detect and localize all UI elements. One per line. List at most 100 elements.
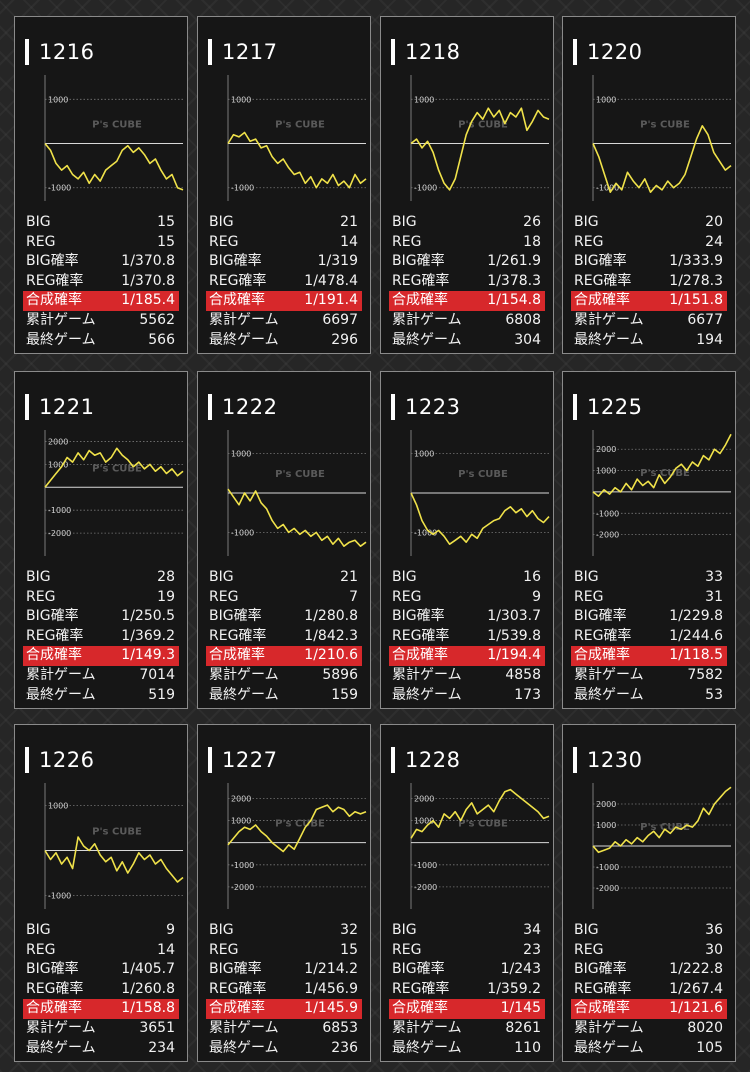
tick-label: 2000: [596, 800, 616, 809]
stat-label: REG: [26, 233, 56, 250]
stat-value: 1/539.8: [487, 627, 541, 644]
stat-row-big: BIG 16: [389, 568, 545, 588]
stat-row-reg-rate: REG確率 1/370.8: [23, 272, 179, 292]
tick-label: -2000: [596, 531, 619, 540]
stat-row-reg: REG 9: [389, 588, 545, 608]
stat-label: REG確率: [392, 980, 450, 997]
stat-label: BIG確率: [26, 961, 79, 978]
slump-graph: 2000 1000 -1000 -2000 P's CUBE: [410, 783, 550, 909]
stat-label: BIG: [209, 569, 234, 585]
machine-card-1222[interactable]: 1222 1000 -1000 P's CUBE BIG 21 REG 7 BIG確率 1/280…: [197, 371, 371, 709]
slump-graph: 1000 -1000 P's CUBE: [410, 75, 550, 201]
machine-card-1223[interactable]: 1223 1000 -1000 P's CUBE BIG 16 REG 9 BIG確率 1/303…: [380, 371, 554, 709]
stat-row-combined-rate: 合成確率 1/191.4: [206, 291, 362, 311]
stat-row-reg-rate: REG確率 1/278.3: [571, 272, 727, 292]
card-header: 1230: [573, 745, 642, 775]
stat-row-big-rate: BIG確率 1/243: [389, 960, 545, 980]
stat-value: 1/478.4: [304, 272, 358, 289]
stat-value: 1/319: [317, 253, 358, 270]
machine-number: 1222: [222, 395, 278, 419]
stat-value: 5562: [139, 311, 175, 328]
stat-row-big: BIG 21: [206, 568, 362, 588]
stat-value: 15: [157, 214, 175, 230]
stat-row-last-games: 最終ゲーム 304: [389, 331, 545, 351]
stat-label: BIG確率: [392, 608, 445, 625]
stat-label: BIG: [26, 922, 51, 938]
tick-label: 1000: [231, 95, 251, 104]
stat-row-big-rate: BIG確率 1/319: [206, 252, 362, 272]
stat-row-reg-rate: REG確率 1/842.3: [206, 627, 362, 647]
stat-row-last-games: 最終ゲーム 566: [23, 331, 179, 351]
stat-label: REG: [574, 588, 604, 605]
tick-label: -1000: [231, 861, 254, 870]
stat-row-reg: REG 14: [23, 941, 179, 961]
stat-row-last-games: 最終ゲーム 236: [206, 1039, 362, 1059]
slump-graph: 1000 -1000 P's CUBE: [592, 75, 732, 201]
slump-graph: 1000 -1000 P's CUBE: [44, 783, 184, 909]
stat-row-total-games: 累計ゲーム 4858: [389, 666, 545, 686]
slump-graph: 1000 -1000 P's CUBE: [44, 75, 184, 201]
stat-row-total-games: 累計ゲーム 6677: [571, 311, 727, 331]
machine-card-1217[interactable]: 1217 1000 -1000 P's CUBE BIG 21 REG 14 BIG確率 1/31…: [197, 16, 371, 354]
machine-card-1218[interactable]: 1218 1000 -1000 P's CUBE BIG 26 REG 18 BIG確率 1/26…: [380, 16, 554, 354]
stat-label: 最終ゲーム: [209, 686, 279, 703]
machine-card-1220[interactable]: 1220 1000 -1000 P's CUBE BIG 20 REG 24 BIG確率 1/33…: [562, 16, 736, 354]
stat-label: REG: [26, 588, 56, 605]
stat-row-reg: REG 23: [389, 941, 545, 961]
title-marker: [391, 39, 395, 65]
stat-row-total-games: 累計ゲーム 3651: [23, 1019, 179, 1039]
stat-value: 304: [514, 331, 541, 348]
stat-value: 1/154.8: [487, 292, 541, 309]
card-header: 1220: [573, 37, 642, 67]
title-marker: [25, 39, 29, 65]
stat-row-reg: REG 15: [206, 941, 362, 961]
machine-number: 1223: [405, 395, 461, 419]
stat-value: 28: [157, 569, 175, 585]
stat-value: 194: [696, 331, 723, 348]
machine-card-1227[interactable]: 1227 2000 1000 -1000 -2000 P's CUBE BIG 32 REG 15…: [197, 724, 371, 1062]
stat-label: BIG: [26, 569, 51, 585]
stat-row-last-games: 最終ゲーム 53: [571, 686, 727, 706]
stat-row-total-games: 累計ゲーム 6697: [206, 311, 362, 331]
stat-label: REG: [209, 233, 239, 250]
stat-value: 1/149.3: [121, 647, 175, 664]
machine-card-1230[interactable]: 1230 2000 1000 -1000 -2000 P's CUBE BIG 36 REG 30…: [562, 724, 736, 1062]
stat-label: 累計ゲーム: [574, 666, 644, 683]
machine-card-1226[interactable]: 1226 1000 -1000 P's CUBE BIG 9 REG 14 BIG確率 1/405…: [14, 724, 188, 1062]
watermark-logo: P's CUBE: [275, 469, 325, 480]
stat-label: REG: [574, 941, 604, 958]
stat-row-reg: REG 31: [571, 588, 727, 608]
machine-card-1228[interactable]: 1228 2000 1000 -1000 -2000 P's CUBE BIG 34 REG 23…: [380, 724, 554, 1062]
tick-label: 1000: [48, 802, 68, 811]
stat-label: REG確率: [392, 627, 450, 644]
stat-row-reg: REG 24: [571, 233, 727, 253]
stat-row-big: BIG 26: [389, 213, 545, 233]
stat-value: 5896: [322, 666, 358, 683]
stat-label: REG確率: [209, 980, 267, 997]
stats-table: BIG 32 REG 15 BIG確率 1/214.2 REG確率 1/456.9 合成確率 1/…: [206, 921, 362, 1058]
stat-row-reg: REG 30: [571, 941, 727, 961]
stat-row-big: BIG 15: [23, 213, 179, 233]
stat-value: 32: [340, 922, 358, 938]
machine-card-1221[interactable]: 1221 2000 1000 -1000 -2000 P's CUBE BIG 28 REG 19…: [14, 371, 188, 709]
machine-card-1216[interactable]: 1216 1000 -1000 P's CUBE BIG 15 REG 15 BIG確率 1/37…: [14, 16, 188, 354]
stat-value: 566: [148, 331, 175, 348]
card-header: 1218: [391, 37, 460, 67]
slump-line: [592, 124, 732, 193]
stat-row-big-rate: BIG確率 1/261.9: [389, 252, 545, 272]
stat-label: BIG確率: [392, 961, 445, 978]
stat-value: 1/333.9: [669, 253, 723, 270]
stats-table: BIG 21 REG 7 BIG確率 1/280.8 REG確率 1/842.3 合成確率 1/2…: [206, 568, 362, 705]
slump-graph: 1000 -1000 P's CUBE: [227, 75, 367, 201]
machine-card-1225[interactable]: 1225 2000 1000 -1000 -2000 P's CUBE BIG 33 REG 31…: [562, 371, 736, 709]
stat-row-total-games: 累計ゲーム 8020: [571, 1019, 727, 1039]
watermark-logo: P's CUBE: [640, 120, 690, 131]
stat-row-reg: REG 18: [389, 233, 545, 253]
tick-label: 2000: [414, 794, 434, 803]
stat-label: 最終ゲーム: [209, 331, 279, 348]
stat-value: 9: [166, 922, 175, 938]
stat-value: 173: [514, 686, 541, 703]
stat-value: 30: [705, 941, 723, 958]
stat-value: 18: [523, 233, 541, 250]
stat-value: 1/260.8: [121, 980, 175, 997]
